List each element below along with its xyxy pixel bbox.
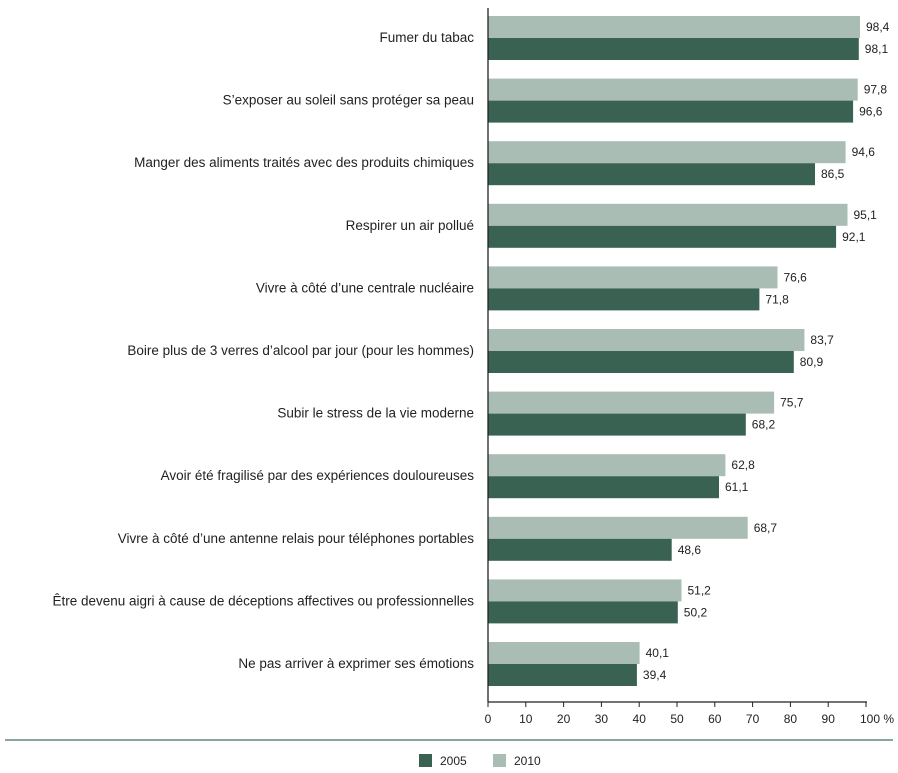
value-label-2010: 94,6 [852,145,876,159]
bar-2005 [488,163,815,186]
value-label-2010: 51,2 [688,583,712,597]
bar-2005 [488,601,678,624]
bar-2005 [488,476,719,499]
legend-swatch-2010 [493,754,506,767]
bar-2005 [488,288,760,311]
value-label-2005: 39,4 [643,668,667,682]
x-tick-label: 70 [746,712,760,726]
x-tick-label: 10 [519,712,533,726]
value-label-2010: 97,8 [864,83,888,97]
value-label-2005: 71,8 [765,292,789,306]
bar-2005 [488,664,637,686]
value-label-2010: 62,8 [731,458,755,472]
bar-2005 [488,100,854,123]
bars-layer [488,16,860,686]
category-label: S’exposer au soleil sans protéger sa pea… [223,93,474,108]
legend-label-2010: 2010 [514,754,541,768]
value-label-2010: 75,7 [780,396,804,410]
legend: 2005 2010 [419,754,541,768]
x-tick-label: 50 [670,712,684,726]
value-label-2005: 96,6 [859,105,883,119]
x-tick-label: 90 [822,712,836,726]
bar-2005 [488,538,672,561]
value-label-2005: 68,2 [752,418,776,432]
bar-2010 [488,454,726,477]
category-label: Respirer un air pollué [346,218,474,233]
value-label-2005: 61,1 [725,480,749,494]
value-label-2010: 98,4 [866,20,890,34]
bar-2010 [488,141,846,164]
bar-2010 [488,391,775,414]
bar-2010 [488,203,848,226]
bar-2010 [488,16,860,38]
category-label: Avoir été fragilisé par des expériences … [161,468,475,483]
value-label-2010: 40,1 [646,646,670,660]
x-tick-label: 40 [633,712,647,726]
bar-2005 [488,351,794,373]
bar-2010 [488,516,748,539]
x-tick-label: 80 [784,712,798,726]
value-label-2005: 48,6 [678,543,702,557]
labels-layer: Fumer du tabac 98,4 98,1 S’exposer au solei… [52,20,889,682]
bar-2010 [488,642,640,664]
value-label-2005: 92,1 [842,230,866,244]
value-label-2005: 86,5 [821,167,845,181]
category-label: Manger des aliments traités avec des pro… [134,155,474,170]
x-tick-label: 30 [595,712,609,726]
value-label-2010: 95,1 [854,208,878,222]
value-label-2005: 50,2 [684,605,708,619]
category-label: Boire plus de 3 verres d’alcool par jour… [127,343,474,358]
bar-2010 [488,329,805,351]
legend-label-2005: 2005 [440,754,467,768]
category-label: Fumer du tabac [379,30,474,45]
bar-2005 [488,225,837,248]
category-label: Vivre à côté d’une antenne relais pour t… [118,531,474,546]
x-axis: 0 10 20 30 40 50 60 70 80 90 100 % [485,8,894,726]
category-label: Ne pas arriver à exprimer ses émotions [238,656,474,671]
value-label-2005: 80,9 [800,355,824,369]
category-label: Subir le stress de la vie moderne [277,406,474,421]
value-label-2010: 68,7 [754,521,778,535]
x-tick-label: 100 % [860,712,894,726]
value-label-2010: 76,6 [784,270,808,284]
category-label: Être devenu aigri à cause de déceptions … [52,593,474,608]
bar-2010 [488,78,858,101]
x-tick-label: 60 [708,712,722,726]
bar-2005 [488,413,746,436]
bar-2010 [488,579,682,602]
bar-2010 [488,266,778,289]
x-tick-label: 20 [557,712,571,726]
legend-swatch-2005 [419,754,432,767]
category-label: Vivre à côté d’une centrale nucléaire [256,280,474,295]
bar-2005 [488,38,859,60]
x-tick-label: 0 [485,712,492,726]
value-label-2005: 98,1 [865,42,889,56]
value-label-2010: 83,7 [810,333,834,347]
